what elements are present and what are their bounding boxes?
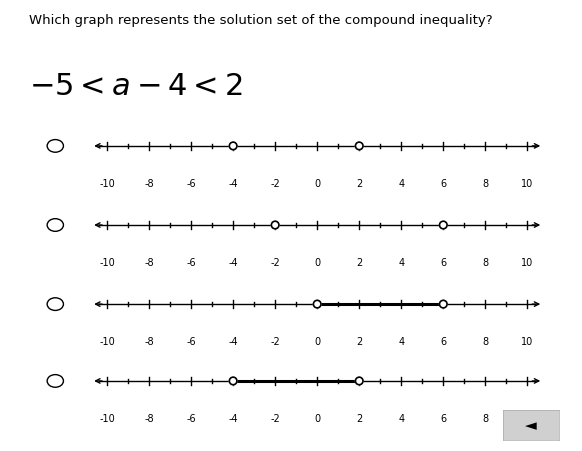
Circle shape [439,222,447,229]
Circle shape [314,301,321,308]
Circle shape [229,377,237,385]
Text: Which graph represents the solution set of the compound inequality?: Which graph represents the solution set … [29,14,493,27]
Circle shape [229,143,237,150]
Circle shape [356,143,363,150]
Text: ◄: ◄ [525,418,537,433]
Circle shape [356,377,363,385]
Text: $-5 < a - 4 < 2$: $-5 < a - 4 < 2$ [29,72,243,101]
Circle shape [439,301,447,308]
Circle shape [271,222,279,229]
